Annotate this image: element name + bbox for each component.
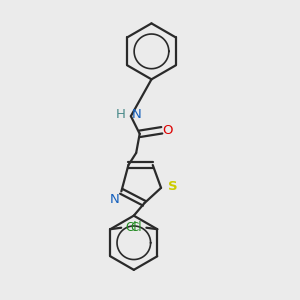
Text: N: N bbox=[131, 108, 141, 121]
Text: Cl: Cl bbox=[126, 221, 137, 234]
Text: S: S bbox=[167, 180, 177, 193]
Text: Cl: Cl bbox=[130, 221, 142, 234]
Text: O: O bbox=[163, 124, 173, 137]
Text: H: H bbox=[116, 108, 126, 121]
Text: N: N bbox=[110, 193, 120, 206]
